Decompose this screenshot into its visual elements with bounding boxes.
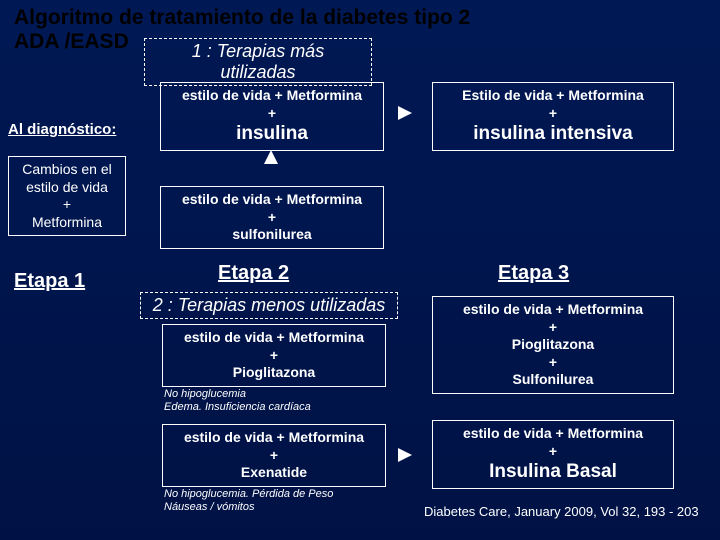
subtitle-1-text: 1 : Terapias más utilizadas	[192, 41, 324, 82]
note-pioglitazona: No hipoglucemia Edema. Insuficiencia car…	[164, 388, 311, 413]
stage-2-label: Etapa 2	[218, 262, 289, 285]
box-exe-l2: +	[169, 447, 379, 465]
box-pio-sulf: estilo de vida + Metformina + Pioglitazo…	[432, 296, 674, 394]
box-exe-l1: estilo de vida + Metformina	[169, 429, 379, 447]
box-int-l1: Estilo de vida + Metformina	[439, 87, 667, 105]
subtitle-2-text: 2 : Terapias menos utilizadas	[153, 295, 385, 315]
page-title-line2: ADA /EASD	[14, 30, 129, 54]
box-lf-l3: +	[15, 196, 119, 214]
box-lifestyle-metformin: Cambios en el estilo de vida + Metformin…	[8, 156, 126, 236]
box-sulf-l2: +	[167, 209, 377, 227]
box-ps-l1: estilo de vida + Metformina	[439, 301, 667, 319]
box-sulf-l1: estilo de vida + Metformina	[167, 191, 377, 209]
citation: Diabetes Care, January 2009, Vol 32, 193…	[424, 504, 699, 519]
note-exe-l1: No hipoglucemia. Pérdida de Peso	[164, 488, 333, 501]
box-ins-l1: estilo de vida + Metformina	[167, 87, 377, 105]
box-lf-l1: Cambios en el	[15, 161, 119, 179]
page-title-line1: Algoritmo de tratamiento de la diabetes …	[14, 6, 470, 30]
diagnosis-label: Al diagnóstico:	[8, 121, 116, 138]
box-pio-l1: estilo de vida + Metformina	[169, 329, 379, 347]
box-pio-l3: Pioglitazona	[169, 364, 379, 382]
box-insulina-intensiva: Estilo de vida + Metformina + insulina i…	[432, 82, 674, 151]
box-bas-l1: estilo de vida + Metformina	[439, 425, 667, 443]
arrow-right-ins-to-intensiva	[398, 106, 412, 120]
note-pio-l2: Edema. Insuficiencia cardíaca	[164, 401, 311, 414]
stage-3-label: Etapa 3	[498, 262, 569, 285]
stage-1-label: Etapa 1	[14, 270, 85, 293]
arrow-up-sulf-to-ins	[264, 150, 278, 164]
box-lf-l4: Metformina	[15, 214, 119, 232]
box-ins-l2: +	[167, 105, 377, 123]
box-pioglitazona: estilo de vida + Metformina + Pioglitazo…	[162, 324, 386, 387]
box-ps-l2: +	[439, 319, 667, 337]
note-exe-l2: Náuseas / vómitos	[164, 501, 333, 514]
box-insulina-basal: estilo de vida + Metformina + Insulina B…	[432, 420, 674, 489]
note-pio-l1: No hipoglucemia	[164, 388, 311, 401]
box-int-em: insulina intensiva	[439, 122, 667, 146]
box-pio-l2: +	[169, 347, 379, 365]
box-int-l2: +	[439, 105, 667, 123]
box-ins-em: insulina	[167, 122, 377, 146]
box-ps-l3: Pioglitazona	[439, 336, 667, 354]
box-insulina: estilo de vida + Metformina + insulina	[160, 82, 384, 151]
note-exenatide: No hipoglucemia. Pérdida de Peso Náuseas…	[164, 488, 333, 513]
box-bas-l2: +	[439, 443, 667, 461]
arrow-right-to-basal	[398, 448, 412, 462]
box-ps-l5: Sulfonilurea	[439, 371, 667, 389]
subtitle-1-box: 1 : Terapias más utilizadas	[144, 38, 372, 86]
box-lf-l2: estilo de vida	[15, 179, 119, 197]
box-bas-em: Insulina Basal	[439, 460, 667, 484]
box-exenatide: estilo de vida + Metformina + Exenatide	[162, 424, 386, 487]
box-sulf-l3: sulfonilurea	[167, 226, 377, 244]
subtitle-2-box: 2 : Terapias menos utilizadas	[140, 292, 398, 319]
box-exe-l3: Exenatide	[169, 464, 379, 482]
box-ps-l4: +	[439, 354, 667, 372]
box-sulfonilurea: estilo de vida + Metformina + sulfonilur…	[160, 186, 384, 249]
